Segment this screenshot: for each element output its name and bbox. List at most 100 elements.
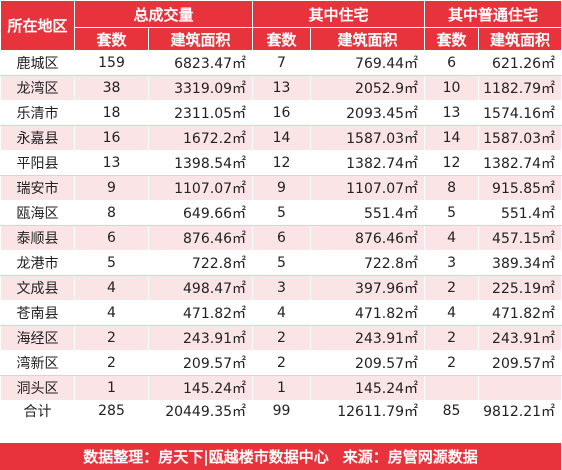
cell-area-total: 6823.47㎡ bbox=[147, 50, 254, 76]
cell-sets-total: 8 bbox=[74, 200, 149, 226]
cell-sets-residential: 2 bbox=[252, 325, 312, 351]
header-area-residential: 建筑面积 bbox=[310, 27, 426, 51]
header-area-ordinary: 建筑面积 bbox=[478, 27, 562, 51]
cell-area-total: 1672.2㎡ bbox=[147, 125, 254, 151]
cell-area-ordinary: 1382.74㎡ bbox=[478, 150, 562, 176]
transaction-table: 所在地区 总成交量 其中住宅 其中普通住宅 套数 建筑面积 套数 建筑面积 套数… bbox=[0, 0, 562, 422]
cell-area-ordinary: 225.19㎡ bbox=[478, 275, 562, 301]
footer-compiled: 数据整理：房天下|瓯越楼市数据中心 bbox=[83, 448, 329, 466]
cell-sets-ordinary: 12 bbox=[424, 150, 480, 176]
cell-region: 鹿城区 bbox=[0, 50, 75, 76]
cell-area-total: 2311.05㎡ bbox=[147, 100, 254, 126]
cell-area-ordinary: 9812.21㎡ bbox=[478, 400, 562, 422]
cell-sets-ordinary: 4 bbox=[424, 300, 480, 326]
cell-area-residential: 397.96㎡ bbox=[310, 275, 426, 301]
header-group-residential: 其中住宅 bbox=[252, 0, 426, 28]
cell-region: 洞头区 bbox=[0, 375, 75, 401]
cell-area-residential: 2093.45㎡ bbox=[310, 100, 426, 126]
table-row: 乐清市 18 2311.05㎡ 16 2093.45㎡ 13 1574.16㎡ bbox=[0, 100, 562, 126]
header-sets-ordinary: 套数 bbox=[424, 27, 480, 51]
cell-region: 瓯海区 bbox=[0, 200, 75, 226]
cell-area-ordinary: 1574.16㎡ bbox=[478, 100, 562, 126]
table-row: 湾新区 2 209.57㎡ 2 209.57㎡ 2 209.57㎡ bbox=[0, 350, 562, 376]
cell-region: 平阳县 bbox=[0, 150, 75, 176]
cell-region: 海经区 bbox=[0, 325, 75, 351]
footer-bar: 数据整理：房天下|瓯越楼市数据中心 来源：房管网源数据 bbox=[0, 443, 561, 470]
cell-area-total: 498.47㎡ bbox=[147, 275, 254, 301]
cell-area-residential: 145.24㎡ bbox=[310, 375, 426, 401]
cell-sets-ordinary: 5 bbox=[424, 200, 480, 226]
cell-sets-total: 6 bbox=[74, 225, 149, 251]
cell-sets-total: 2 bbox=[74, 325, 149, 351]
cell-sets-total: 18 bbox=[74, 100, 149, 126]
table-row: 泰顺县 6 876.46㎡ 6 876.46㎡ 4 457.15㎡ bbox=[0, 225, 562, 251]
cell-sets-ordinary: 2 bbox=[424, 275, 480, 301]
cell-area-residential: 209.57㎡ bbox=[310, 350, 426, 376]
cell-area-residential: 876.46㎡ bbox=[310, 225, 426, 251]
cell-sets-total: 13 bbox=[74, 150, 149, 176]
cell-area-ordinary: 471.82㎡ bbox=[478, 300, 562, 326]
cell-region: 永嘉县 bbox=[0, 125, 75, 151]
cell-sets-total: 285 bbox=[74, 400, 149, 422]
cell-sets-total: 16 bbox=[74, 125, 149, 151]
cell-region: 乐清市 bbox=[0, 100, 75, 126]
cell-region: 龙港市 bbox=[0, 250, 75, 276]
cell-area-total: 209.57㎡ bbox=[147, 350, 254, 376]
cell-sets-ordinary: 4 bbox=[424, 225, 480, 251]
cell-area-residential: 722.8㎡ bbox=[310, 250, 426, 276]
cell-area-total: 1398.54㎡ bbox=[147, 150, 254, 176]
cell-sets-residential: 5 bbox=[252, 200, 312, 226]
header-group-ordinary: 其中普通住宅 bbox=[424, 0, 562, 28]
cell-region: 苍南县 bbox=[0, 300, 75, 326]
cell-sets-ordinary: 2 bbox=[424, 350, 480, 376]
header-row-columns: 套数 建筑面积 套数 建筑面积 套数 建筑面积 bbox=[1, 27, 562, 51]
cell-area-total: 243.91㎡ bbox=[147, 325, 254, 351]
cell-sets-total: 5 bbox=[74, 250, 149, 276]
cell-area-residential: 551.4㎡ bbox=[310, 200, 426, 226]
table-row: 苍南县 4 471.82㎡ 4 471.82㎡ 4 471.82㎡ bbox=[0, 300, 562, 326]
header-sets-total: 套数 bbox=[74, 27, 149, 51]
cell-sets-residential: 7 bbox=[252, 50, 312, 76]
cell-sets-residential: 5 bbox=[252, 250, 312, 276]
header-sets-residential: 套数 bbox=[252, 27, 312, 51]
cell-area-ordinary: 457.15㎡ bbox=[478, 225, 562, 251]
table-row: 文成县 4 498.47㎡ 3 397.96㎡ 2 225.19㎡ bbox=[0, 275, 562, 301]
table-row: 鹿城区 159 6823.47㎡ 7 769.44㎡ 6 621.26㎡ bbox=[0, 50, 562, 76]
cell-sets-residential: 13 bbox=[252, 75, 312, 101]
cell-region: 龙湾区 bbox=[0, 75, 75, 101]
cell-sets-total: 159 bbox=[74, 50, 149, 76]
cell-sets-residential: 12 bbox=[252, 150, 312, 176]
cell-sets-residential: 1 bbox=[252, 375, 312, 401]
cell-sets-ordinary bbox=[424, 375, 480, 401]
cell-sets-residential: 2 bbox=[252, 350, 312, 376]
cell-area-residential: 471.82㎡ bbox=[310, 300, 426, 326]
cell-region: 合计 bbox=[0, 400, 75, 422]
cell-sets-ordinary: 6 bbox=[424, 50, 480, 76]
table-row: 海经区 2 243.91㎡ 2 243.91㎡ 2 243.91㎡ bbox=[0, 325, 562, 351]
header-group-total: 总成交量 bbox=[73, 0, 254, 28]
cell-area-residential: 1587.03㎡ bbox=[310, 125, 426, 151]
cell-sets-residential: 16 bbox=[252, 100, 312, 126]
cell-region: 湾新区 bbox=[0, 350, 75, 376]
header-row-groups: 所在地区 总成交量 其中住宅 其中普通住宅 bbox=[0, 0, 562, 51]
cell-area-total: 722.8㎡ bbox=[147, 250, 254, 276]
cell-area-ordinary: 551.4㎡ bbox=[478, 200, 562, 226]
cell-sets-residential: 14 bbox=[252, 125, 312, 151]
footer-source: 来源：房管网源数据 bbox=[342, 448, 478, 466]
cell-region: 文成县 bbox=[0, 275, 75, 301]
cell-sets-total: 38 bbox=[74, 75, 149, 101]
cell-area-residential: 243.91㎡ bbox=[310, 325, 426, 351]
cell-region: 瑞安市 bbox=[0, 175, 75, 201]
cell-area-ordinary: 1587.03㎡ bbox=[478, 125, 562, 151]
cell-sets-residential: 6 bbox=[252, 225, 312, 251]
cell-sets-ordinary: 14 bbox=[424, 125, 480, 151]
cell-region: 泰顺县 bbox=[0, 225, 75, 251]
cell-area-residential: 1107.07㎡ bbox=[310, 175, 426, 201]
table-total-row: 合计 285 20449.35㎡ 99 12611.79㎡ 85 9812.21㎡ bbox=[0, 400, 562, 422]
cell-area-residential: 2052.9㎡ bbox=[310, 75, 426, 101]
table-row: 瑞安市 9 1107.07㎡ 9 1107.07㎡ 8 915.85㎡ bbox=[0, 175, 562, 201]
cell-area-ordinary: 621.26㎡ bbox=[478, 50, 562, 76]
cell-sets-total: 4 bbox=[74, 300, 149, 326]
cell-area-total: 3319.09㎡ bbox=[147, 75, 254, 101]
